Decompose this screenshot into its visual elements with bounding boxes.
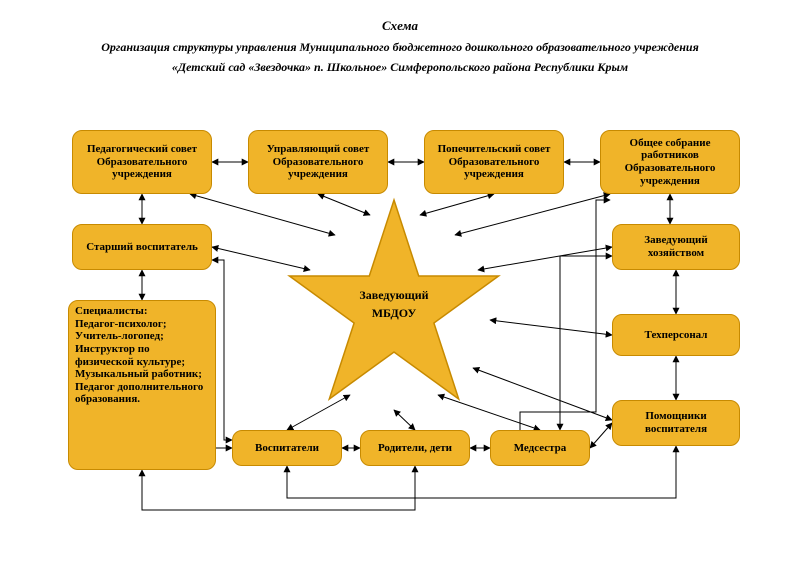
edge-27 bbox=[520, 200, 610, 430]
node-n10: Воспитатели bbox=[232, 430, 342, 466]
star-label-1: Заведующий bbox=[334, 288, 454, 303]
edge-10 bbox=[478, 247, 612, 270]
edge-13 bbox=[287, 395, 350, 430]
edge-22 bbox=[590, 423, 612, 448]
node-n6: Заведующий хозяйством bbox=[612, 224, 740, 270]
edge-25 bbox=[287, 446, 676, 498]
edge-12 bbox=[473, 368, 612, 420]
edge-11 bbox=[490, 320, 612, 335]
edge-14 bbox=[394, 410, 415, 430]
node-n12: Медсестра bbox=[490, 430, 590, 466]
node-n3: Попечительский совет Образовательного уч… bbox=[424, 130, 564, 194]
node-n4: Общее собрание работников Образовательно… bbox=[600, 130, 740, 194]
edge-26 bbox=[142, 466, 415, 510]
edge-9 bbox=[212, 247, 310, 270]
node-n1: Педагогический совет Образовательного уч… bbox=[72, 130, 212, 194]
node-n9: Помощники воспитателя bbox=[612, 400, 740, 446]
node-n2: Управляющий совет Образовательного учреж… bbox=[248, 130, 388, 194]
edge-7 bbox=[420, 194, 494, 215]
node-n8: Техперсонал bbox=[612, 314, 740, 356]
edge-5 bbox=[190, 194, 335, 235]
edge-6 bbox=[318, 194, 370, 215]
title-line-1: Схема bbox=[0, 18, 800, 34]
node-n5: Старший воспитатель bbox=[72, 224, 212, 270]
edge-15 bbox=[438, 395, 540, 430]
edge-24 bbox=[560, 256, 612, 430]
star-label-2: МБДОУ bbox=[334, 306, 454, 321]
edges-layer bbox=[0, 0, 800, 566]
title-line-2: Организация структуры управления Муницип… bbox=[0, 40, 800, 55]
title-line-3: «Детский сад «Звездочка» п. Школьное» Си… bbox=[0, 60, 800, 75]
node-n11: Родители, дети bbox=[360, 430, 470, 466]
edge-8 bbox=[455, 194, 610, 235]
node-n7: Специалисты: Педагог-психолог; Учитель-л… bbox=[68, 300, 216, 470]
